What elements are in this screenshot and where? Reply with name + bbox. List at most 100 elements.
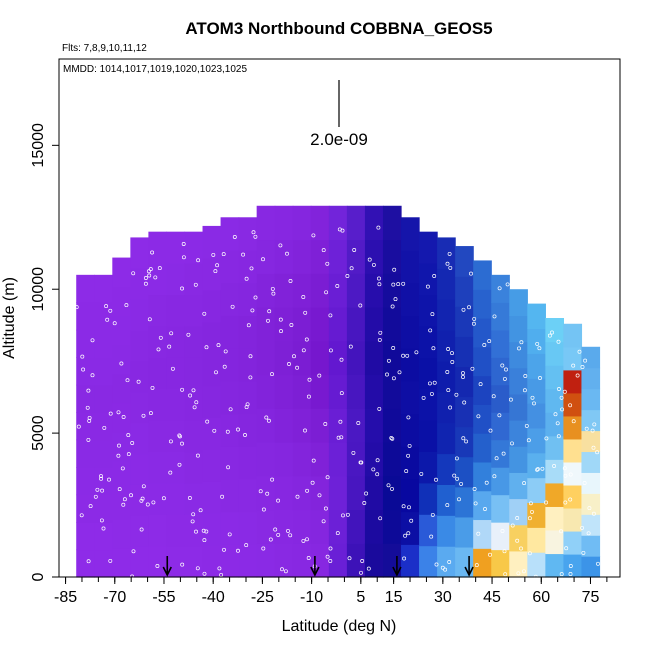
observation-point bbox=[396, 282, 401, 287]
heatmap-cell bbox=[455, 336, 474, 367]
observation-point bbox=[464, 439, 469, 444]
heatmap-cell bbox=[238, 446, 258, 480]
heatmap-cell bbox=[220, 446, 240, 480]
heatmap-cell bbox=[148, 294, 168, 327]
heatmap-cell bbox=[94, 329, 113, 358]
heatmap-cell bbox=[563, 369, 583, 394]
heatmap-cell bbox=[364, 340, 384, 376]
observation-point bbox=[478, 382, 483, 387]
heatmap-cell bbox=[364, 374, 384, 409]
observation-point bbox=[515, 516, 520, 520]
observation-point bbox=[81, 367, 86, 372]
observation-point bbox=[264, 415, 269, 420]
observation-point bbox=[584, 426, 589, 431]
heatmap-cell bbox=[238, 511, 258, 545]
observation-point bbox=[241, 252, 246, 257]
observation-point bbox=[251, 230, 256, 235]
observation-point bbox=[143, 276, 148, 280]
heatmap-cell bbox=[256, 374, 276, 409]
observation-point bbox=[169, 331, 174, 336]
observation-point bbox=[126, 433, 131, 438]
observation-point bbox=[522, 569, 526, 574]
heatmap-cell bbox=[346, 509, 366, 544]
heatmap-cell bbox=[401, 413, 420, 447]
heatmap-cell bbox=[256, 273, 276, 308]
observation-point bbox=[377, 406, 382, 411]
observation-point bbox=[502, 549, 507, 554]
observation-point bbox=[221, 252, 226, 257]
observation-point bbox=[446, 388, 451, 393]
heatmap-cell bbox=[527, 353, 546, 379]
heatmap-cell bbox=[346, 475, 366, 511]
observation-point bbox=[461, 375, 465, 379]
heatmap-cell bbox=[437, 453, 456, 485]
observation-point bbox=[305, 488, 310, 493]
observation-point bbox=[248, 354, 253, 359]
observation-point bbox=[448, 265, 453, 270]
observation-point bbox=[328, 348, 333, 353]
observation-point bbox=[196, 258, 201, 263]
heatmap-cell bbox=[419, 482, 438, 515]
heatmap-cell bbox=[184, 263, 204, 296]
heatmap-cell bbox=[328, 408, 348, 443]
observation-point bbox=[563, 500, 568, 505]
observation-point bbox=[568, 497, 573, 502]
heatmap-cell bbox=[130, 546, 149, 578]
observation-point bbox=[461, 436, 466, 441]
observation-point bbox=[170, 366, 175, 371]
observation-point bbox=[473, 501, 478, 506]
heatmap-cell bbox=[238, 348, 258, 382]
observation-point bbox=[371, 467, 376, 472]
observation-point bbox=[122, 497, 127, 502]
observation-point bbox=[90, 338, 95, 343]
heatmap-cell bbox=[328, 475, 348, 511]
heatmap-cell bbox=[220, 413, 240, 447]
observation-point bbox=[431, 346, 436, 351]
heatmap-cell bbox=[419, 420, 438, 453]
heatmap-cell bbox=[76, 522, 95, 551]
observation-point bbox=[339, 435, 344, 440]
heatmap-cell bbox=[364, 543, 384, 578]
heatmap-cell bbox=[238, 413, 258, 447]
observation-point bbox=[129, 493, 133, 498]
observation-point bbox=[351, 450, 356, 455]
observation-point bbox=[295, 494, 300, 499]
heatmap-cell bbox=[202, 545, 222, 578]
observation-point bbox=[301, 295, 306, 299]
heatmap-cell bbox=[346, 205, 366, 241]
observation-point bbox=[500, 529, 505, 533]
observation-point bbox=[577, 349, 582, 354]
heatmap-cell bbox=[166, 388, 186, 421]
observation-point bbox=[323, 506, 328, 511]
observation-point bbox=[470, 366, 475, 371]
observation-point bbox=[248, 375, 253, 380]
heatmap-cell bbox=[419, 514, 438, 547]
location-arrow bbox=[162, 556, 172, 577]
observation-point bbox=[288, 279, 293, 283]
observation-point bbox=[236, 427, 240, 432]
observation-point bbox=[448, 405, 453, 410]
observation-point bbox=[430, 312, 435, 317]
heatmap-cell bbox=[527, 477, 546, 504]
observation-point bbox=[271, 291, 276, 296]
observation-point bbox=[140, 496, 145, 501]
heatmap-cell bbox=[76, 384, 95, 413]
heatmap-cell bbox=[130, 237, 149, 269]
heatmap-cell bbox=[509, 393, 528, 421]
heatmap-cell bbox=[382, 442, 402, 477]
observation-point bbox=[386, 358, 391, 363]
observation-point bbox=[405, 353, 410, 358]
observation-point bbox=[469, 271, 473, 276]
observation-point bbox=[455, 476, 460, 481]
observation-point bbox=[201, 528, 206, 533]
observation-point bbox=[187, 496, 192, 500]
heatmap-cell bbox=[346, 307, 366, 342]
heatmap-cell bbox=[130, 330, 149, 362]
observation-point bbox=[148, 267, 153, 272]
observation-point bbox=[147, 273, 152, 278]
heatmap-cell bbox=[382, 273, 402, 308]
observation-point bbox=[102, 425, 107, 430]
observation-point bbox=[230, 304, 235, 309]
heatmap-cell bbox=[419, 294, 438, 327]
heatmap-cell bbox=[401, 217, 420, 251]
